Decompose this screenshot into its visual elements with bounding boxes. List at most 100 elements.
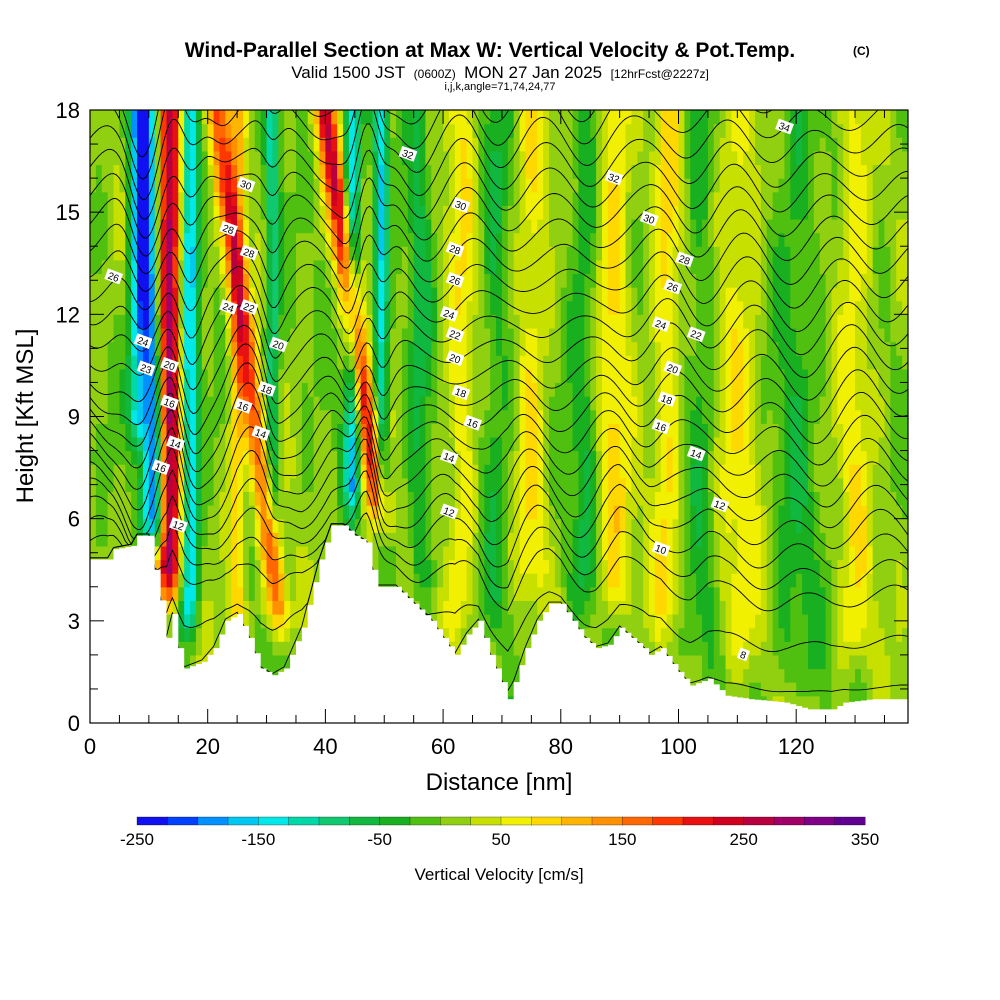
w-cell bbox=[272, 123, 279, 138]
w-cell bbox=[425, 491, 432, 506]
w-cell bbox=[707, 464, 715, 479]
w-cell bbox=[248, 545, 256, 561]
w-cell bbox=[654, 287, 662, 302]
w-cell bbox=[407, 505, 415, 520]
w-cell bbox=[195, 150, 203, 166]
w-cell bbox=[213, 300, 221, 315]
w-cell bbox=[378, 409, 385, 424]
w-cell bbox=[166, 505, 173, 520]
w-cell bbox=[366, 110, 374, 125]
w-cell bbox=[219, 573, 226, 588]
w-cell bbox=[201, 573, 209, 588]
w-cell bbox=[195, 287, 203, 302]
w-cell bbox=[201, 450, 209, 465]
w-cell bbox=[290, 491, 297, 506]
w-cell bbox=[613, 614, 621, 629]
w-cell bbox=[313, 382, 321, 397]
w-cell bbox=[478, 409, 485, 424]
w-cell bbox=[666, 450, 674, 465]
w-cell bbox=[672, 178, 680, 193]
w-cell bbox=[337, 178, 344, 193]
w-cell bbox=[160, 137, 168, 152]
w-cell bbox=[425, 259, 432, 275]
w-cell bbox=[90, 355, 97, 370]
w-cell bbox=[195, 137, 203, 152]
w-cell bbox=[154, 164, 162, 179]
w-cell bbox=[607, 137, 615, 152]
w-cell bbox=[713, 150, 721, 166]
w-cell bbox=[95, 423, 103, 438]
w-cell bbox=[172, 191, 179, 206]
w-cell bbox=[702, 477, 709, 493]
w-cell bbox=[460, 259, 468, 275]
w-cell bbox=[372, 382, 379, 397]
w-cell bbox=[448, 382, 456, 397]
w-cell bbox=[590, 355, 597, 370]
w-cell bbox=[290, 300, 297, 315]
w-cell bbox=[154, 178, 162, 193]
w-cell bbox=[496, 205, 503, 220]
w-cell bbox=[319, 450, 326, 465]
w-cell bbox=[531, 505, 538, 520]
w-cell bbox=[725, 232, 733, 247]
w-cell bbox=[307, 477, 315, 493]
w-cell bbox=[237, 137, 244, 152]
w-cell bbox=[307, 545, 315, 561]
w-cell bbox=[513, 287, 521, 302]
w-cell bbox=[484, 573, 491, 588]
w-cell bbox=[384, 259, 391, 275]
w-cell bbox=[549, 436, 556, 452]
w-cell bbox=[425, 178, 432, 193]
w-cell bbox=[201, 123, 209, 138]
w-cell bbox=[419, 464, 427, 479]
w-cell bbox=[707, 409, 715, 424]
w-cell bbox=[331, 327, 338, 343]
w-cell bbox=[107, 218, 115, 234]
w-cell bbox=[313, 232, 321, 247]
w-cell bbox=[590, 259, 597, 275]
w-cell bbox=[696, 491, 703, 506]
w-cell bbox=[643, 232, 650, 247]
w-cell bbox=[696, 614, 703, 629]
w-cell bbox=[154, 559, 162, 574]
w-cell bbox=[601, 232, 609, 247]
w-cell bbox=[343, 423, 350, 438]
w-cell bbox=[266, 505, 274, 520]
w-cell bbox=[643, 341, 650, 356]
w-cell bbox=[396, 436, 403, 452]
w-cell bbox=[413, 205, 421, 220]
w-cell bbox=[707, 137, 715, 152]
w-cell bbox=[537, 314, 544, 329]
w-cell bbox=[572, 232, 580, 247]
w-cell bbox=[248, 627, 256, 642]
w-cell bbox=[454, 627, 462, 642]
w-cell bbox=[413, 273, 421, 288]
w-cell bbox=[172, 300, 179, 315]
w-cell bbox=[472, 314, 479, 329]
w-cell bbox=[372, 314, 379, 329]
w-cell bbox=[266, 477, 274, 493]
w-cell bbox=[95, 518, 103, 533]
w-cell bbox=[319, 273, 326, 288]
w-cell bbox=[625, 205, 633, 220]
w-cell bbox=[537, 491, 544, 506]
w-cell bbox=[690, 232, 697, 247]
w-cell bbox=[501, 300, 509, 315]
w-cell bbox=[343, 409, 350, 424]
w-cell bbox=[354, 314, 362, 329]
w-cell bbox=[649, 150, 656, 166]
w-cell bbox=[195, 327, 203, 343]
w-cell bbox=[207, 341, 215, 356]
w-cell bbox=[637, 627, 644, 642]
w-cell bbox=[401, 232, 409, 247]
w-cell bbox=[643, 368, 650, 384]
w-cell bbox=[578, 396, 585, 411]
w-cell bbox=[260, 218, 268, 234]
w-cell bbox=[549, 341, 556, 356]
w-cell bbox=[307, 532, 315, 547]
w-cell bbox=[348, 368, 356, 384]
w-cell bbox=[142, 368, 150, 384]
w-cell bbox=[672, 246, 680, 261]
w-cell bbox=[425, 232, 432, 247]
w-cell bbox=[454, 586, 462, 601]
